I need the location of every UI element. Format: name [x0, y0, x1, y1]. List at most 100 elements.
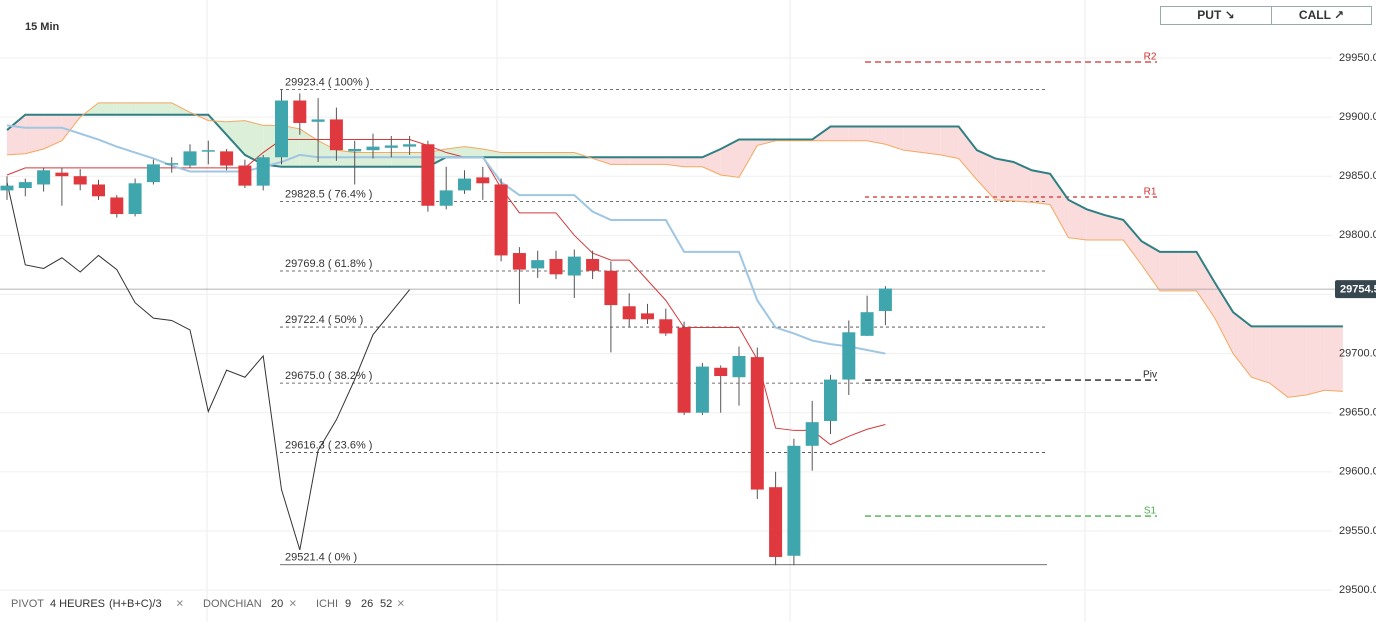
cloud-segment [684, 157, 703, 167]
cloud-segment [1086, 209, 1105, 241]
put-button[interactable]: PUT ↘ [1160, 6, 1272, 25]
candles [0, 89, 892, 566]
candle-body [458, 178, 471, 191]
cloud-segment [1288, 326, 1307, 398]
cloud-segment [336, 150, 355, 167]
grid [0, 57, 1332, 591]
candle-body [695, 366, 709, 413]
candle-body [311, 119, 325, 122]
cloud-segment [1233, 312, 1252, 378]
candle-body [714, 367, 728, 377]
cloud-segment [446, 146, 465, 158]
price-tag-label: 29754.5 [1340, 284, 1376, 296]
cloud-segment [226, 120, 245, 155]
y-tick-label: 29800.0 [1339, 229, 1376, 241]
y-tick-label: 29700.0 [1339, 347, 1376, 359]
cloud-segment [610, 157, 630, 165]
cloud-segment [537, 152, 556, 158]
indicator-line [6, 102, 1343, 398]
cloud-segment [25, 114, 44, 154]
cloud-segment [135, 102, 154, 115]
cloud-segment [354, 152, 373, 167]
cloud-segment [958, 126, 977, 180]
chart-title: 15 Min [25, 21, 60, 33]
candle-body [366, 146, 380, 151]
indicator-param: 20 [271, 598, 283, 610]
y-tick-label: 29600.0 [1339, 466, 1376, 478]
cloud-segment [244, 120, 264, 165]
fib-label: 29769.8 ( 61.8% ) [285, 258, 372, 270]
candle-body [18, 182, 32, 189]
candle-body [769, 487, 783, 557]
cloud-segment [501, 152, 520, 158]
remove-icon[interactable]: × [289, 595, 297, 610]
indicator-name: ICHI [316, 598, 338, 610]
indicator-name: DONCHIAN [203, 598, 262, 610]
cloud-segment [7, 114, 26, 155]
cloud-segment [482, 148, 502, 158]
cloud-segment [976, 150, 996, 200]
cloud-segment [1105, 215, 1124, 241]
candle-body [110, 197, 124, 215]
pivot-label: Piv [1143, 370, 1157, 381]
pivot-label: R1 [1144, 187, 1157, 198]
indicator-lines [6, 102, 1343, 551]
candle-body [512, 253, 526, 270]
candle-body [348, 148, 362, 152]
cloud-segment [1214, 282, 1234, 354]
cloud-segment [519, 152, 538, 158]
cloud-segment [1123, 219, 1142, 265]
cloud-segment [153, 102, 172, 115]
cloud-segment [1251, 326, 1270, 384]
cloud-segment [1159, 251, 1179, 291]
cloud-segment [665, 157, 685, 167]
cloud-segment [1306, 326, 1325, 395]
cloud-segment [1013, 162, 1032, 203]
candle-body [183, 151, 197, 166]
cloud-segment [867, 126, 886, 145]
cloud-segment [995, 158, 1014, 202]
candle-body [659, 319, 673, 334]
candle-body [256, 157, 270, 186]
indicator-line [6, 124, 886, 355]
candle-body [531, 260, 545, 269]
remove-icon[interactable]: × [397, 595, 405, 610]
cloud-segment [1196, 251, 1215, 319]
candle-body [787, 445, 801, 556]
candle-body [92, 184, 105, 197]
candle-body [403, 144, 417, 147]
cloud-segment [373, 152, 392, 167]
fib-label: 29675.0 ( 38.2% ) [285, 370, 372, 382]
cloud-segment [1269, 326, 1288, 398]
cloud-segment [116, 102, 136, 115]
cloud-segment [43, 114, 62, 149]
call-button[interactable]: CALL ↗ [1271, 6, 1372, 25]
fib-label: 29828.5 ( 76.4% ) [285, 189, 372, 201]
y-tick-label: 29950.0 [1339, 52, 1376, 64]
pivot-label: R2 [1144, 52, 1157, 63]
candle-body [586, 258, 600, 271]
y-tick-label: 29500.0 [1339, 584, 1376, 596]
candle-body [677, 327, 691, 413]
fib-label: 29521.4 ( 0% ) [285, 552, 357, 564]
levels: 29923.4 ( 100% ) 29828.5 ( 76.4% ) 29769.8… [0, 52, 1336, 566]
cloud-segment [556, 152, 575, 158]
cloud-segment [940, 126, 959, 159]
cloud-segment [1050, 173, 1069, 238]
candle-body [238, 165, 252, 186]
candle-body [878, 288, 892, 311]
time-grid [206, 0, 1086, 622]
remove-icon[interactable]: × [176, 595, 184, 610]
candle-body [860, 312, 874, 336]
candle-body [275, 100, 288, 158]
candle-body [329, 119, 343, 151]
candle-body [0, 185, 14, 191]
indicator-bar: PIVOT 4 HEURES (H+B+C)/3 × DONCHIAN 20 ×… [11, 595, 405, 610]
cloud-segment [885, 126, 904, 151]
cloud-segment [1178, 251, 1197, 291]
indicator-param: (H+B+C)/3 [109, 598, 162, 610]
candle-body [494, 184, 508, 256]
candle-body [421, 144, 435, 206]
cloud-segment [848, 126, 868, 141]
y-tick-label: 29850.0 [1339, 170, 1376, 182]
